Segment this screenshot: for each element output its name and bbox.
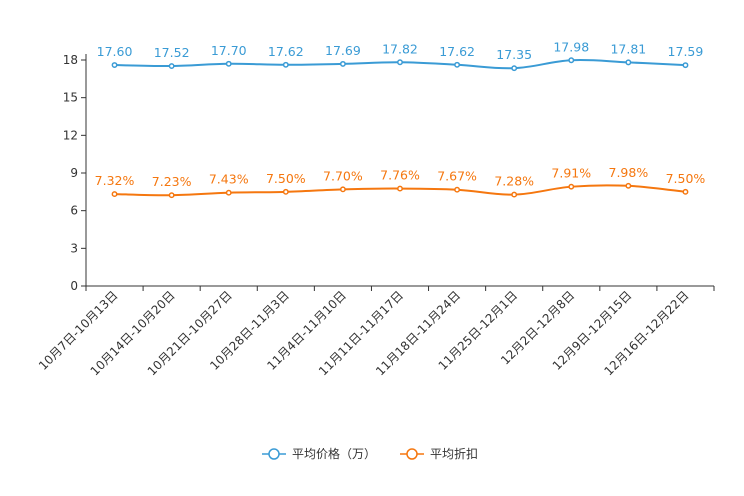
y-tick-label: 15 [63, 91, 78, 105]
legend-marker-icon [406, 448, 418, 460]
data-point[interactable] [282, 188, 289, 195]
legend-label: 平均折扣 [430, 446, 478, 461]
data-label: 7.28% [494, 174, 534, 189]
legend-marker-icon [268, 448, 280, 460]
data-label: 7.70% [323, 168, 363, 183]
data-point[interactable] [225, 60, 232, 67]
data-label: 7.91% [551, 166, 591, 181]
data-point[interactable] [454, 61, 461, 68]
data-label: 7.50% [666, 171, 706, 186]
data-point[interactable] [625, 59, 632, 66]
data-point[interactable] [282, 61, 289, 68]
series-layer: 17.60 17.52 17.70 17.62 17.69 17.82 17.62 17.35… [95, 39, 706, 199]
data-point[interactable] [339, 186, 346, 193]
data-point[interactable] [682, 62, 689, 69]
series-2: 7.32% 7.23% 7.43% 7.50% 7.70% 7.76% 7.67% 7.28%… [95, 165, 706, 199]
axes: 036912151810月7日-10月13日10月14日-10月20日10月21… [36, 53, 715, 378]
data-label: 17.62 [268, 44, 304, 59]
data-label: 7.43% [209, 172, 249, 187]
y-tick-label: 0 [70, 279, 78, 293]
data-label: 7.50% [266, 171, 306, 186]
data-label: 17.60 [97, 44, 133, 59]
data-label: 17.52 [154, 45, 190, 60]
data-point[interactable] [111, 62, 118, 68]
data-label: 17.59 [668, 44, 704, 59]
data-label: 17.98 [553, 39, 589, 54]
data-point[interactable] [568, 57, 575, 64]
data-label: 7.98% [609, 165, 649, 180]
data-point[interactable] [111, 191, 118, 198]
y-tick-label: 18 [63, 53, 78, 67]
legend-item-2[interactable]: 平均折扣 [400, 446, 478, 461]
y-tick-label: 3 [70, 241, 78, 255]
data-label: 17.81 [610, 41, 646, 56]
data-point[interactable] [511, 65, 518, 72]
data-label: 7.23% [152, 174, 192, 189]
legend-item-1[interactable]: 平均价格（万） [262, 446, 376, 461]
data-label: 17.35 [496, 47, 532, 62]
data-label: 17.69 [325, 43, 361, 58]
y-tick-label: 6 [70, 204, 78, 218]
data-label: 7.67% [437, 169, 477, 184]
y-tick-label: 12 [63, 128, 78, 142]
data-point[interactable] [225, 189, 232, 196]
data-point[interactable] [511, 191, 518, 198]
data-point[interactable] [682, 188, 689, 195]
data-point[interactable] [397, 59, 403, 66]
y-tick-label: 9 [70, 166, 78, 180]
data-label: 7.32% [95, 173, 135, 188]
data-point[interactable] [454, 186, 461, 193]
data-point[interactable] [168, 63, 175, 69]
legend[interactable]: 平均价格（万） 平均折扣 [262, 446, 478, 461]
legend-label: 平均价格（万） [292, 446, 376, 461]
data-point[interactable] [625, 182, 632, 189]
data-label: 7.76% [380, 168, 420, 183]
data-label: 17.62 [439, 44, 475, 59]
series-1: 17.60 17.52 17.70 17.62 17.69 17.82 17.62 17.35… [97, 39, 704, 72]
data-point[interactable] [168, 192, 175, 199]
data-label: 17.82 [382, 41, 418, 56]
data-label: 17.70 [211, 43, 247, 58]
data-point[interactable] [397, 185, 403, 192]
data-point[interactable] [339, 60, 346, 67]
data-point[interactable] [568, 183, 575, 190]
